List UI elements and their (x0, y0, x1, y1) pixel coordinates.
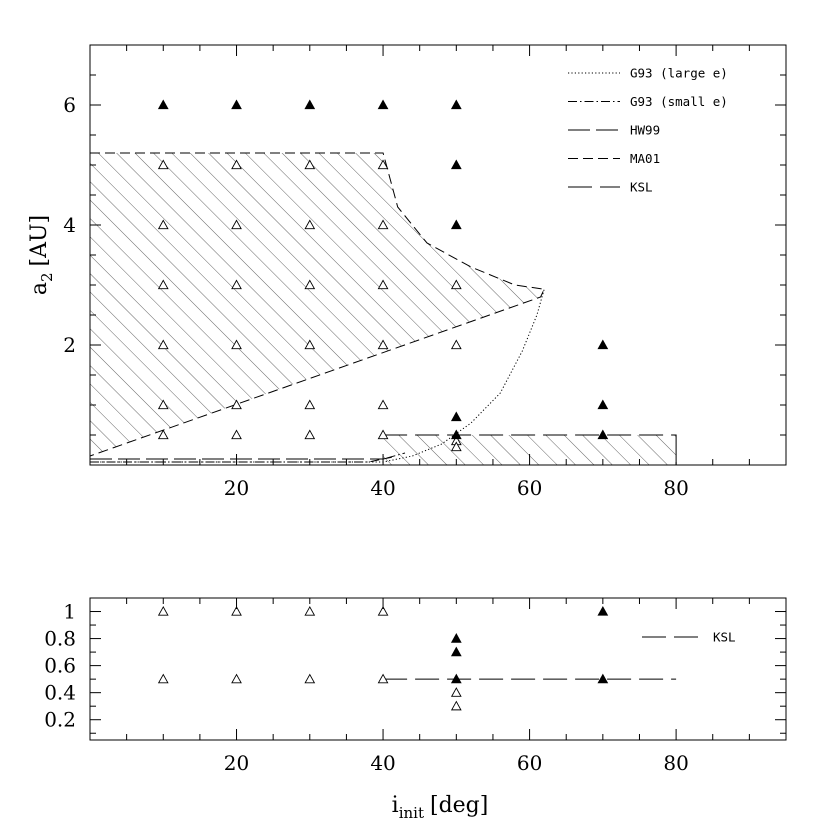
top-open-triangle (304, 279, 316, 290)
bottom-x-tick-label: 20 (224, 751, 249, 775)
top-x-tick-labels: 20 40 60 80 (224, 476, 689, 500)
top-filled-triangle (157, 99, 169, 110)
bottom-filled-triangle (597, 673, 609, 684)
top-open-triangle (450, 441, 462, 452)
bottom-open-triangle (231, 605, 242, 616)
top-open-triangle (304, 339, 316, 350)
top-open-triangle (304, 399, 316, 410)
top-open-triangle (157, 339, 169, 350)
top-legend: G93 (large e) G93 (small e) HW99 MA01 KSL (568, 66, 728, 195)
bottom-filled-triangle (597, 605, 609, 616)
top-open-triangle (231, 399, 242, 410)
top-legend-label: HW99 (630, 123, 660, 138)
top-open-triangle (157, 219, 169, 230)
top-open-triangle (377, 399, 389, 410)
bottom-open-triangle (450, 700, 462, 711)
bottom-x-axis-title: iinit [deg] (392, 793, 489, 822)
top-open-triangle (304, 429, 316, 440)
top-open-triangle (377, 279, 389, 290)
top-filled-triangle (231, 99, 242, 110)
top-filled-triangle (597, 429, 609, 440)
top-data-points (157, 99, 609, 452)
top-filled-triangle (377, 99, 389, 110)
bottom-filled-triangle (450, 633, 462, 643)
bottom-panel: 20 40 60 80 0.2 0.4 0.6 0.8 1 KSL iinit [deg] (44, 597, 787, 822)
top-x-tick-label: 80 (663, 476, 688, 500)
top-open-triangle (450, 279, 462, 290)
bottom-x-tick-label: 60 (517, 751, 542, 775)
bottom-y-tick-label: 0.4 (44, 681, 76, 705)
top-open-triangle (377, 219, 389, 230)
top-filled-triangle (597, 339, 609, 350)
top-x-tick-label: 60 (517, 476, 542, 500)
top-panel: 20 40 60 80 2 4 6 G93 (large e) G93 (small e) H… (27, 44, 787, 500)
top-filled-triangle (450, 159, 462, 170)
stability-region-main (90, 153, 545, 456)
bottom-y-tick-label: 1 (63, 600, 76, 624)
top-axis-ticks (90, 45, 786, 465)
bottom-open-triangle (157, 605, 169, 616)
bottom-y-tick-label: 0.8 (44, 627, 76, 651)
top-y-tick-label: 6 (63, 93, 76, 117)
top-y-axis-title: a2[AU] (27, 215, 56, 295)
top-x-tick-label: 40 (370, 476, 395, 500)
bottom-y-tick-label: 0.2 (44, 708, 76, 732)
top-open-triangle (377, 339, 389, 350)
top-filled-triangle (450, 219, 462, 230)
curve-g93-small-e (90, 452, 406, 463)
curve-ma01 (90, 152, 545, 457)
top-legend-label: G93 (large e) (630, 66, 728, 81)
top-filled-triangle (304, 99, 316, 110)
top-y-tick-labels: 2 4 6 (63, 93, 76, 357)
top-open-triangle (157, 159, 169, 170)
bottom-legend-label: KSL (713, 630, 736, 645)
top-legend-label: KSL (630, 180, 653, 195)
bottom-y-tick-label: 0.6 (44, 654, 76, 678)
bottom-axis-ticks (90, 597, 786, 740)
top-filled-triangle (450, 411, 462, 422)
top-y-tick-label: 2 (63, 333, 76, 357)
top-open-triangle (304, 219, 316, 230)
bottom-x-tick-label: 40 (370, 751, 395, 775)
bottom-open-triangle (157, 673, 169, 684)
bottom-x-tick-label: 80 (663, 751, 688, 775)
bottom-legend: KSL (642, 630, 736, 645)
bottom-y-tick-labels: 0.2 0.4 0.6 0.8 1 (44, 600, 76, 732)
bottom-open-triangle (231, 673, 242, 684)
top-filled-triangle (450, 429, 462, 440)
top-open-triangle (304, 159, 316, 170)
bottom-open-triangle (377, 605, 389, 616)
top-filled-triangle (597, 399, 609, 410)
bottom-open-triangle (304, 673, 316, 684)
top-open-triangle (377, 429, 389, 440)
top-open-triangle (231, 429, 242, 440)
top-x-tick-label: 20 (224, 476, 249, 500)
top-open-triangle (231, 159, 242, 170)
top-open-triangle (231, 219, 242, 230)
top-open-triangle (157, 429, 169, 440)
top-open-triangle (231, 339, 242, 350)
bottom-open-triangle (377, 673, 389, 684)
stability-region-hatch (90, 153, 677, 465)
bottom-data-points (157, 605, 609, 711)
top-filled-triangle (450, 99, 462, 110)
top-legend-label: G93 (small e) (630, 94, 728, 109)
top-open-triangle (231, 279, 242, 290)
bottom-open-triangle (450, 687, 462, 697)
top-y-tick-label: 4 (63, 213, 76, 237)
bottom-open-triangle (304, 605, 316, 616)
top-open-triangle (450, 339, 462, 350)
top-legend-label: MA01 (630, 151, 660, 166)
curve-ksl (383, 434, 677, 465)
top-open-triangle (377, 159, 389, 170)
bottom-x-tick-labels: 20 40 60 80 (224, 751, 689, 775)
top-open-triangle (157, 279, 169, 290)
bottom-filled-triangle (450, 673, 462, 684)
curve-g93-large-e (90, 289, 545, 463)
top-open-triangle (157, 399, 169, 410)
curve-hw99 (90, 455, 398, 460)
bottom-plot-frame (89, 597, 787, 741)
bottom-filled-triangle (450, 646, 462, 657)
